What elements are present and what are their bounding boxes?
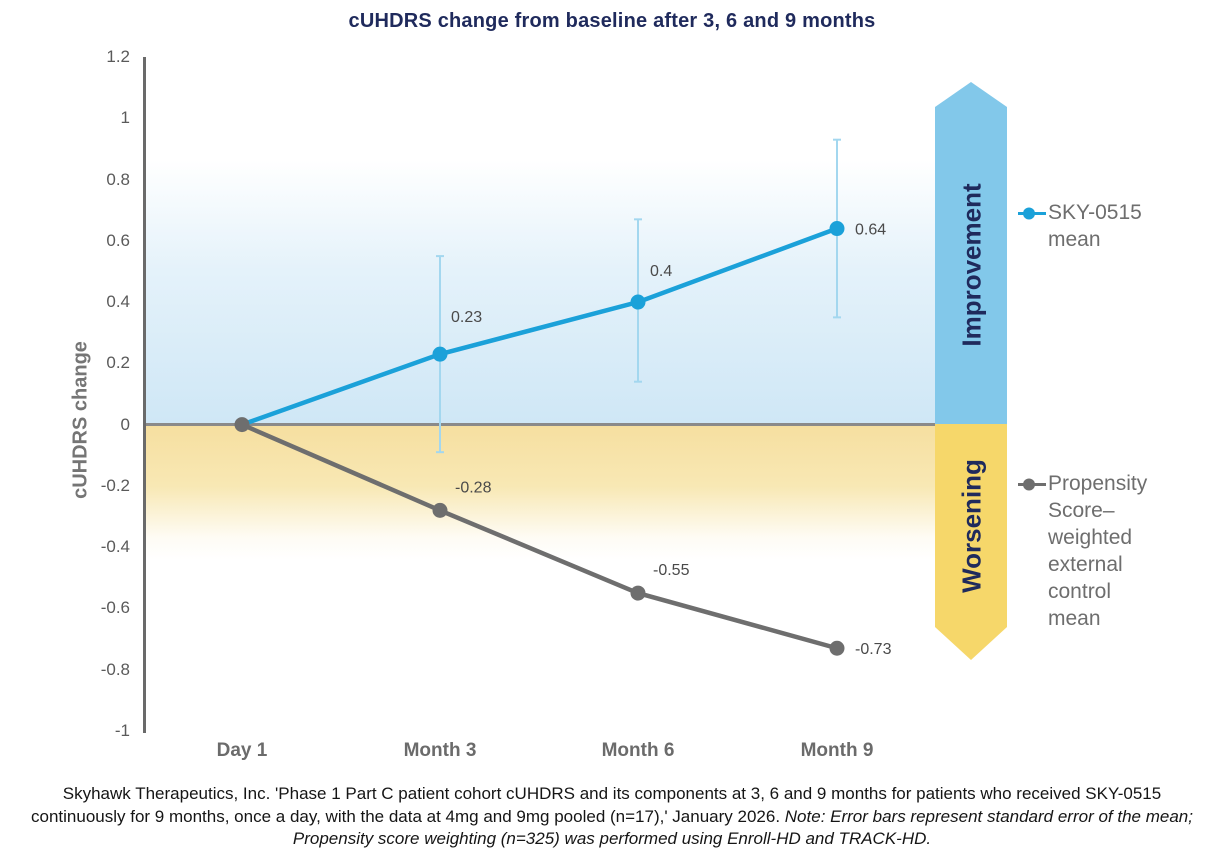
improvement-region-shading: [146, 160, 935, 423]
improvement-label: Improvement: [956, 183, 987, 347]
legend-marker-external-control-icon: [1018, 478, 1046, 491]
y-tick-label: -0.8: [100, 659, 130, 679]
y-tick-label: -0.2: [100, 475, 130, 495]
citation-text: Skyhawk Therapeutics, Inc. 'Phase 1 Part…: [31, 784, 1162, 826]
worsening-arrow-shape: [935, 424, 1007, 660]
x-tick-label: Month 6: [601, 740, 675, 761]
citation-note-text: Note: Error bars represent standard erro…: [292, 806, 1193, 849]
y-tick-label: -0.6: [100, 598, 130, 618]
data-point-label: -0.73: [855, 641, 892, 658]
data-point-label: -0.55: [653, 562, 690, 579]
legend-label-external-control: Propensity Score–weighted external contr…: [1048, 472, 1148, 630]
worsening-region-shading: [146, 426, 935, 560]
y-tick-label: 0: [120, 414, 130, 434]
x-tick-label: Month 9: [800, 740, 874, 761]
y-tick-label: 0.6: [106, 230, 130, 250]
zero-baseline: [146, 423, 935, 426]
x-tick-label: Month 3: [403, 740, 477, 761]
y-tick-label: -0.4: [100, 537, 130, 557]
source-citation: Skyhawk Therapeutics, Inc. 'Phase 1 Part…: [17, 783, 1207, 851]
y-tick-label: 1: [120, 108, 130, 128]
y-tick-label: -1: [114, 720, 130, 740]
legend-marker-sky-0515-icon: [1018, 207, 1046, 220]
y-tick-label: 1.2: [106, 46, 130, 66]
improvement-worsening-arrow: [935, 82, 1007, 660]
legend-dot-icon: [1023, 207, 1035, 220]
legend-label-sky-0515: SKY-0515 mean: [1048, 201, 1142, 251]
data-point-marker: [630, 585, 646, 601]
data-point-marker: [829, 640, 845, 656]
y-tick-label: 0.4: [106, 292, 130, 312]
legend-item-external-control: Propensity Score–weighted external contr…: [1018, 470, 1166, 632]
legend-item-sky-0515: SKY-0515 mean: [1018, 199, 1180, 253]
worsening-label: Worsening: [956, 459, 987, 593]
y-axis-line: [143, 57, 146, 733]
chart-title: cUHDRS change from baseline after 3, 6 a…: [348, 10, 876, 32]
x-tick-label: Day 1: [216, 740, 268, 761]
legend-dot-icon: [1023, 478, 1035, 491]
y-tick-label: 0.8: [106, 169, 130, 189]
y-tick-label: 0.2: [106, 353, 130, 373]
improvement-arrow-shape: [935, 82, 1007, 424]
